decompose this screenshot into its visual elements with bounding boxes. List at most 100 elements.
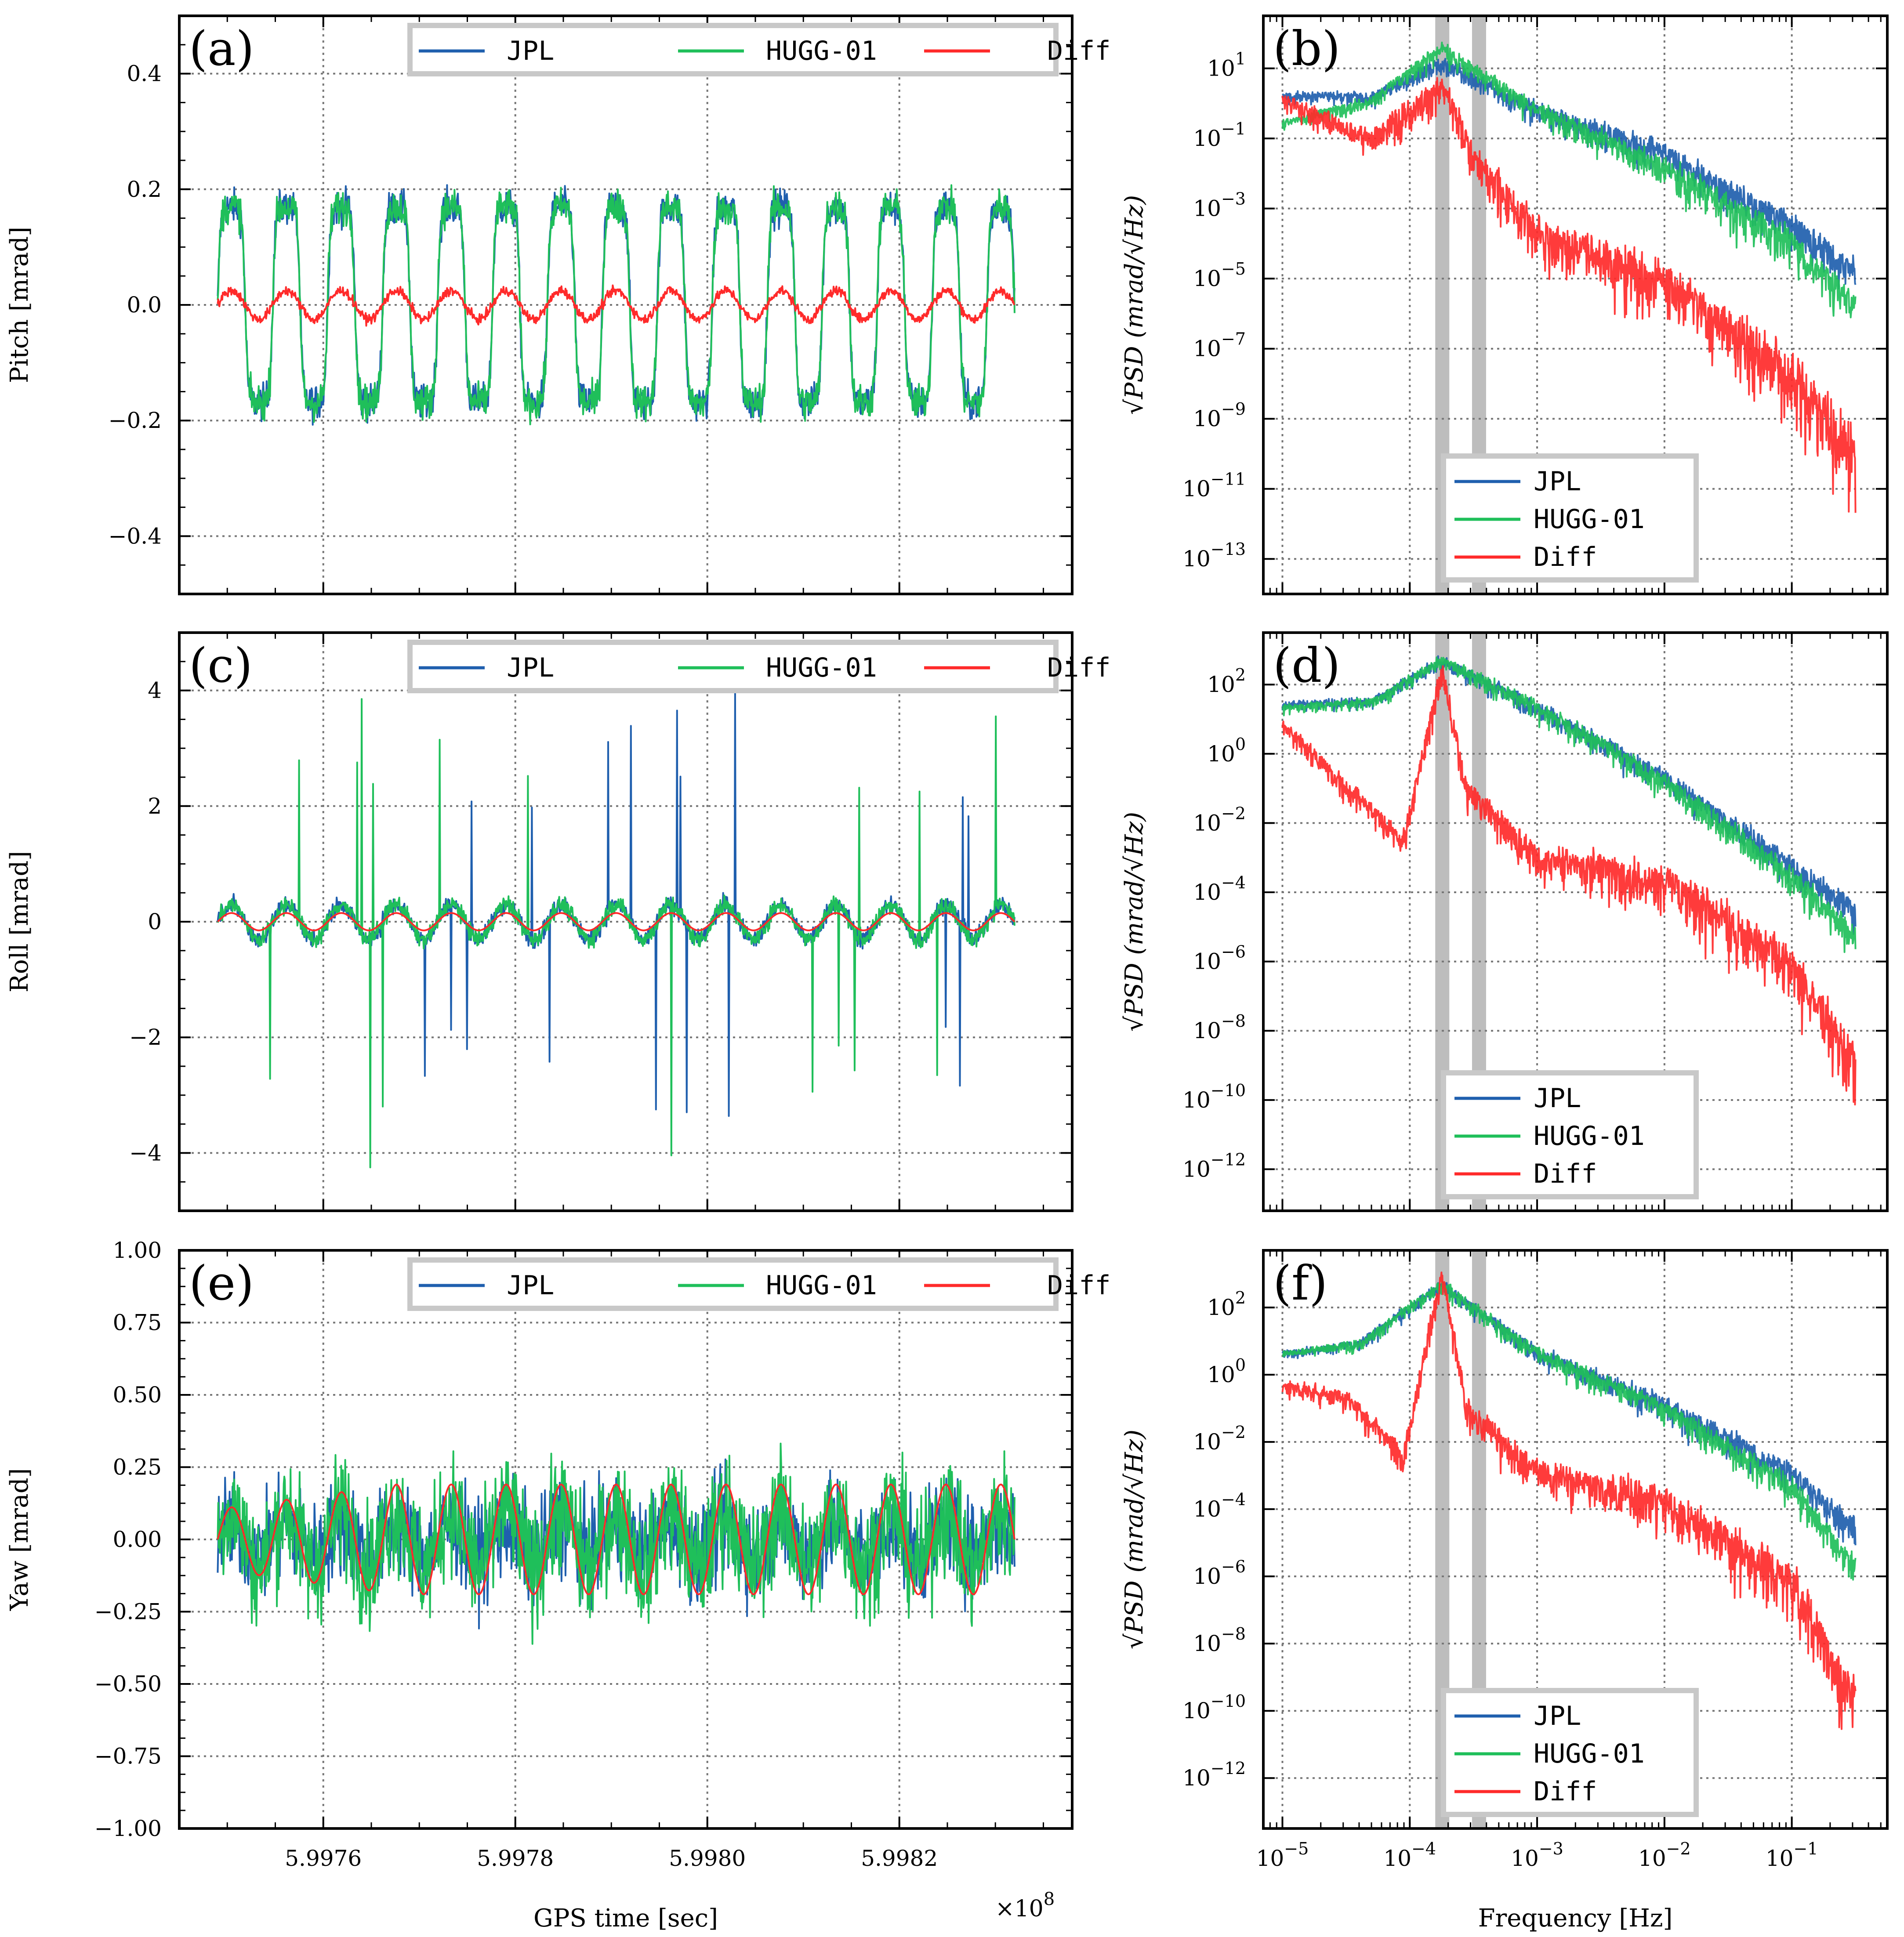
legend-label-jpl: JPL <box>1534 1083 1581 1114</box>
panel-label: (e) <box>189 1256 254 1311</box>
y-tick-label: 10−9 <box>1193 399 1246 431</box>
series-line-diff <box>1281 77 1857 513</box>
x-tick-label: 5.9980 <box>669 1846 746 1871</box>
y-tick-label: −0.25 <box>94 1599 162 1625</box>
legend-label-diff: Diff <box>1047 1270 1111 1301</box>
y-tick-label: 10−1 <box>1193 119 1246 151</box>
y-tick-label: 10−12 <box>1182 1759 1246 1791</box>
y-tick-label: 10−13 <box>1182 539 1246 572</box>
y-tick-label: 10−3 <box>1193 189 1246 221</box>
legend-label-hugg-01: HUGG-01 <box>766 36 877 66</box>
panel-label: (d) <box>1273 638 1340 693</box>
y-tick-label: 10−8 <box>1193 1624 1246 1656</box>
panel-e: 5.9976 5.9978 5.9980 5.9982 −1.00 −0.75 −0.50 −… <box>5 1238 1111 1871</box>
series-group <box>1281 655 1857 1106</box>
x-axis-title-frequency: Frequency [Hz] <box>1478 1904 1673 1933</box>
y-tick-label: 0.00 <box>113 1527 162 1552</box>
y-tick-label: 4 <box>148 678 162 703</box>
y-tick-label: −0.50 <box>94 1671 162 1697</box>
series-line-hugg-01 <box>217 698 1015 1169</box>
y-tick-label: 0.50 <box>113 1382 162 1408</box>
y-tick-label: 0 <box>148 909 162 934</box>
y-axis-title: √PSD (mrad/√Hz) <box>1120 812 1149 1032</box>
y-tick-label: 10−2 <box>1193 1423 1246 1455</box>
series-line-diff <box>217 1484 1015 1595</box>
y-tick-label: 1.00 <box>113 1238 162 1263</box>
legend-label-diff: Diff <box>1047 36 1111 66</box>
legend-label-jpl: JPL <box>1534 1701 1581 1731</box>
y-tick-label: −0.2 <box>109 408 162 433</box>
y-tick-label: 10−2 <box>1193 804 1246 836</box>
panel-label: (c) <box>189 638 253 693</box>
legend-label-jpl: JPL <box>507 1270 554 1301</box>
series-line-diff <box>1281 1271 1857 1730</box>
panel-label: (a) <box>189 22 254 76</box>
series-line-jpl <box>1281 1281 1857 1546</box>
x-tick-label: 10−2 <box>1638 1839 1691 1871</box>
panel-c: −4 −2 0 2 4 Roll [mrad] (c) JPL HUGG-01 Diff <box>5 631 1111 1212</box>
y-tick-label: 0.0 <box>127 292 162 318</box>
x-tick-label: 5.9982 <box>861 1846 938 1871</box>
y-tick-label: 0.75 <box>113 1310 162 1336</box>
legend-label-hugg-01: HUGG-01 <box>766 652 877 683</box>
y-tick-label: 10−8 <box>1193 1011 1246 1043</box>
series-line-hugg-01 <box>1281 41 1857 319</box>
y-tick-label: 10−12 <box>1182 1150 1246 1182</box>
axes-frame <box>178 14 1073 595</box>
series-line-diff <box>1281 665 1857 1106</box>
series-group <box>217 184 1015 426</box>
panel-b: 101 10−1 10−3 10−5 10−7 10−9 10−11 10−13 √PSD (m… <box>1120 14 1889 595</box>
y-axis-title: Pitch [mrad] <box>5 227 34 383</box>
y-tick-label: 10−7 <box>1193 329 1246 362</box>
x-tick-label: 10−1 <box>1766 1839 1818 1871</box>
y-tick-label: 0.2 <box>127 177 162 202</box>
panel-a: −0.4 −0.2 0.0 0.2 0.4 Pitch [mrad] (a) JPL HUGG-… <box>5 14 1111 595</box>
series-group <box>217 1442 1015 1645</box>
y-tick-label: 10−6 <box>1193 942 1246 974</box>
series-line-hugg-01 <box>1281 656 1857 953</box>
y-tick-label: 10−6 <box>1193 1557 1246 1589</box>
legend-label-hugg-01: HUGG-01 <box>1534 1121 1645 1151</box>
legend-label-hugg-01: HUGG-01 <box>766 1270 877 1301</box>
y-tick-label: −0.75 <box>94 1744 162 1769</box>
x-tick-label: 10−4 <box>1383 1839 1436 1871</box>
y-axis-title: Yaw [mrad] <box>5 1468 34 1611</box>
series-line-hugg-01 <box>1282 1281 1857 1581</box>
x-tick-label: 10−3 <box>1511 1839 1563 1871</box>
y-tick-label: 10−5 <box>1193 259 1246 291</box>
y-tick-label: 102 <box>1207 665 1246 697</box>
y-tick-label: −2 <box>129 1025 162 1050</box>
legend-label-diff: Diff <box>1534 1776 1597 1807</box>
x-tick-label: 5.9978 <box>477 1846 554 1871</box>
x-axis-title-time: GPS time [sec] <box>533 1904 718 1933</box>
series-group <box>1281 41 1857 513</box>
panel-label: (f) <box>1273 1256 1327 1311</box>
legend-label-hugg-01: HUGG-01 <box>1534 504 1645 535</box>
y-tick-label: 10−4 <box>1193 873 1246 905</box>
legend-label-diff: Diff <box>1534 542 1597 572</box>
series-line-diff <box>217 912 1015 931</box>
y-tick-label: 0.25 <box>113 1455 162 1480</box>
series-line-jpl <box>217 685 1015 1117</box>
y-tick-label: 10−11 <box>1182 470 1246 502</box>
panel-label: (b) <box>1273 22 1340 76</box>
panel-d: 102 100 10−2 10−4 10−6 10−8 10−10 10−12 √PSD (mr… <box>1120 631 1889 1212</box>
y-axis-title: √PSD (mrad/√Hz) <box>1120 195 1149 415</box>
legend-label-jpl: JPL <box>507 36 554 66</box>
y-tick-label: 100 <box>1207 735 1246 767</box>
series-line-diff <box>217 284 1015 327</box>
y-tick-label: 0.4 <box>127 61 162 87</box>
y-tick-label: 100 <box>1207 1355 1246 1387</box>
x-tick-label: 5.9976 <box>285 1846 362 1871</box>
legend-label-jpl: JPL <box>1534 466 1581 497</box>
y-tick-label: 10−4 <box>1193 1490 1246 1522</box>
x-tick-label: 10−5 <box>1256 1839 1309 1871</box>
y-tick-label: 10−10 <box>1182 1691 1246 1723</box>
panel-f: 10−5 10−4 10−3 10−2 10−1 102 100 10−2 10−4 10−6 10… <box>1120 1249 1889 1871</box>
y-tick-label: 101 <box>1207 49 1246 81</box>
legend-label-diff: Diff <box>1534 1159 1597 1189</box>
y-axis-title: Roll [mrad] <box>5 851 34 992</box>
series-group <box>217 685 1015 1169</box>
y-tick-label: 10−10 <box>1182 1081 1246 1113</box>
